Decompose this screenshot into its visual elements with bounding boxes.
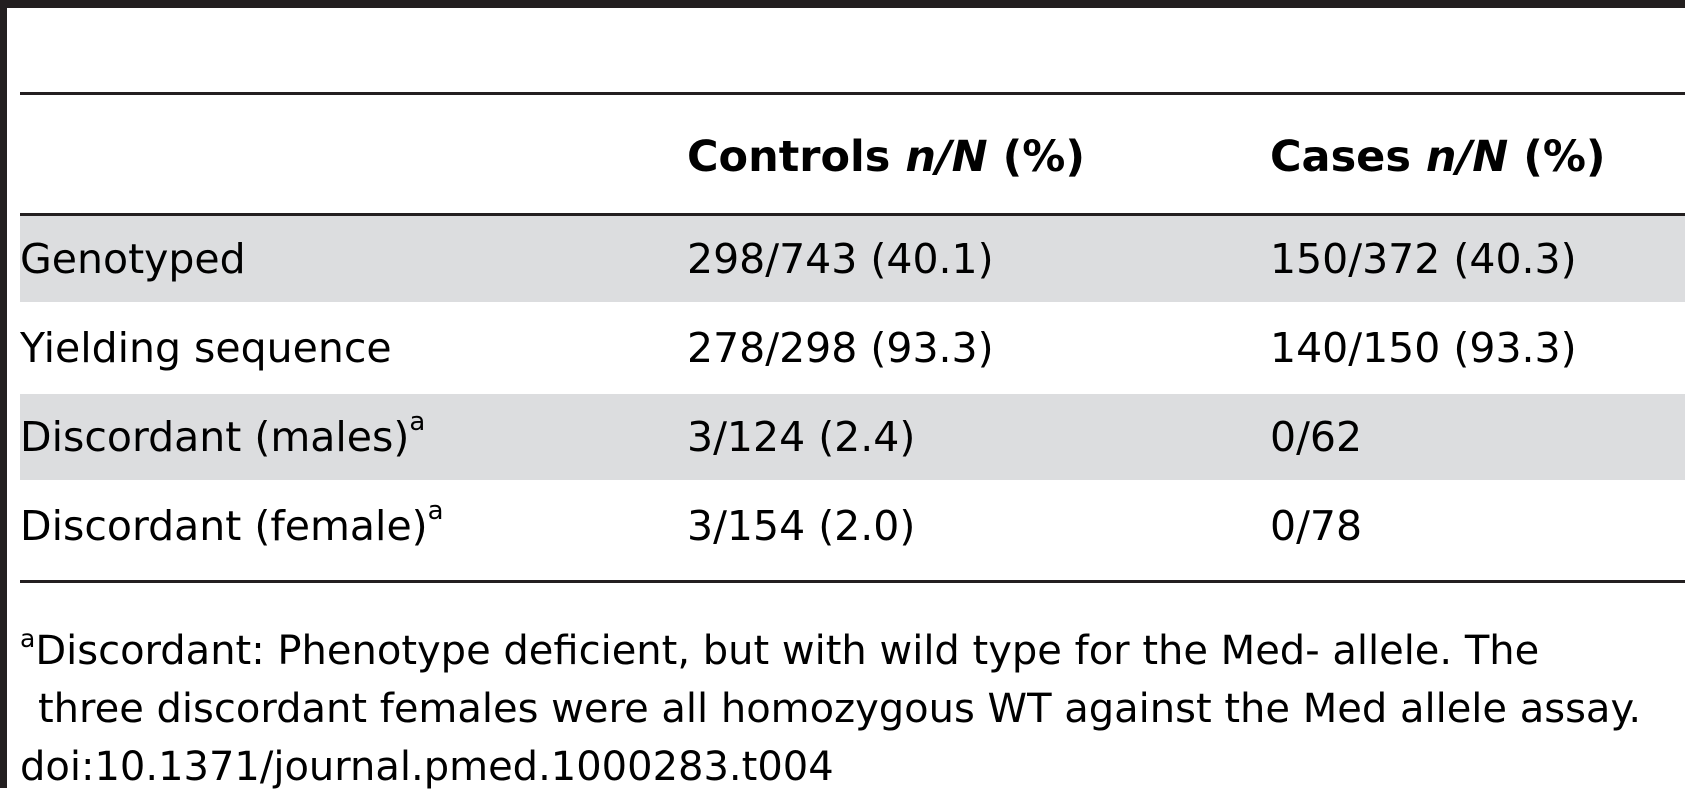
- doi-text: doi:10.1371/journal.pmed.1000283.t004: [20, 744, 834, 790]
- table-top-rule: [20, 92, 1685, 95]
- header-controls: Controls n/N (%): [687, 132, 1085, 182]
- row-label: Genotyped: [20, 235, 246, 283]
- cases-value: 0/78: [1270, 502, 1363, 550]
- controls-value: 278/298 (93.3): [687, 324, 994, 372]
- cases-value: 0/62: [1270, 413, 1363, 461]
- controls-value: 3/154 (2.0): [687, 502, 916, 550]
- table-bottom-rule: [20, 580, 1685, 583]
- header-cases: Cases n/N (%): [1270, 132, 1606, 182]
- left-border: [0, 0, 7, 788]
- footnote-marker: a: [20, 624, 36, 653]
- row-label: Discordant (female)a: [20, 496, 444, 550]
- row-label: Yielding sequence: [20, 324, 392, 372]
- cases-value: 150/372 (40.3): [1270, 235, 1577, 283]
- table-row: Yielding sequence 278/298 (93.3) 140/150…: [20, 305, 1685, 391]
- cases-value: 140/150 (93.3): [1270, 324, 1577, 372]
- top-border: [0, 0, 1685, 8]
- table-header-row: Controls n/N (%) Cases n/N (%): [20, 122, 1685, 188]
- row-label: Discordant (males)a: [20, 407, 426, 461]
- header-bottom-rule: [20, 213, 1685, 216]
- controls-value: 298/743 (40.1): [687, 235, 994, 283]
- controls-value: 3/124 (2.4): [687, 413, 916, 461]
- table-row: Discordant (female)a 3/154 (2.0) 0/78: [20, 483, 1685, 569]
- footnote-line-2: three discordant females were all homozy…: [38, 686, 1642, 732]
- table-row: Genotyped 298/743 (40.1) 150/372 (40.3): [20, 216, 1685, 302]
- table-row: Discordant (males)a 3/124 (2.4) 0/62: [20, 394, 1685, 480]
- footnote-line-1: aDiscordant: Phenotype deficient, but wi…: [20, 624, 1540, 674]
- footnote-marker: a: [427, 496, 444, 526]
- footnote-marker: a: [409, 407, 426, 437]
